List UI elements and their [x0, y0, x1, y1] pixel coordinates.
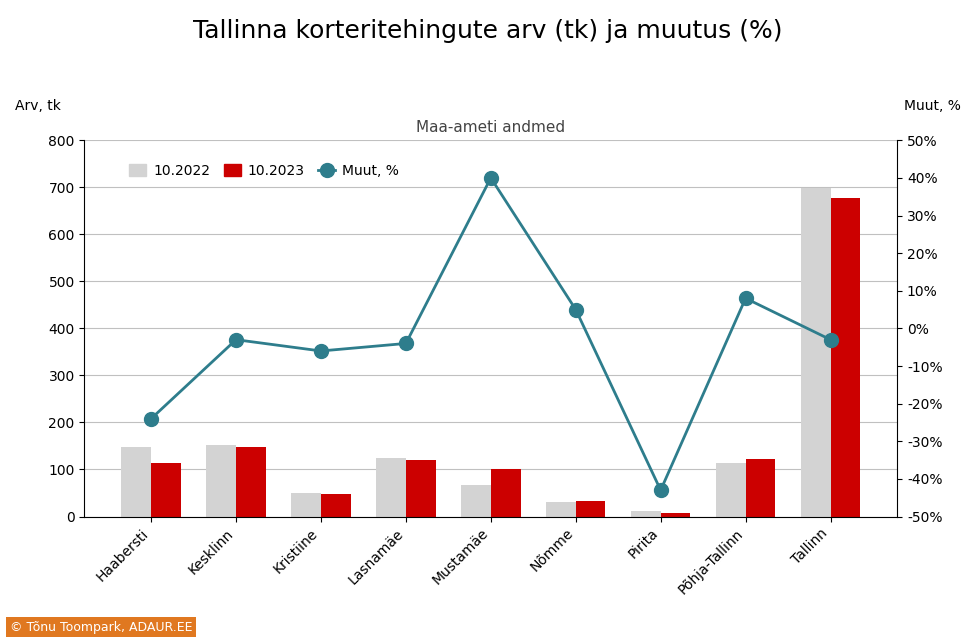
Muut, %	[230, 336, 242, 343]
Text: Arv, tk: Arv, tk	[15, 99, 61, 113]
Text: Muut, %: Muut, %	[904, 99, 961, 113]
Bar	[576, 501, 605, 517]
Muut, %	[485, 174, 497, 182]
Bar	[546, 503, 576, 517]
Bar	[491, 469, 520, 517]
Muut, %	[145, 415, 157, 422]
Text: Tallinna korteritehingute arv (tk) ja muutus (%): Tallinna korteritehingute arv (tk) ja mu…	[193, 19, 783, 43]
Bar	[121, 447, 151, 517]
Bar	[376, 458, 406, 517]
Title: Maa-ameti andmed: Maa-ameti andmed	[416, 120, 565, 135]
Bar	[206, 445, 236, 517]
Legend: 10.2022, 10.2023, Muut, %: 10.2022, 10.2023, Muut, %	[124, 159, 404, 183]
Muut, %	[570, 306, 582, 313]
Bar	[800, 188, 831, 517]
Bar	[406, 460, 435, 517]
Bar	[831, 197, 860, 517]
Bar	[236, 447, 265, 517]
Muut, %	[315, 347, 327, 355]
Bar	[151, 463, 181, 517]
Bar	[291, 493, 321, 517]
Bar	[715, 463, 746, 517]
Muut, %	[400, 340, 412, 347]
Muut, %	[655, 487, 667, 494]
Bar	[661, 513, 690, 517]
Muut, %	[825, 336, 836, 343]
Text: © Tõnu Toompark, ADAUR.EE: © Tõnu Toompark, ADAUR.EE	[10, 621, 192, 634]
Bar	[461, 485, 491, 517]
Bar	[746, 459, 775, 517]
Line: Muut, %: Muut, %	[144, 171, 837, 497]
Bar	[321, 494, 350, 517]
Muut, %	[740, 294, 752, 302]
Bar	[630, 511, 661, 517]
